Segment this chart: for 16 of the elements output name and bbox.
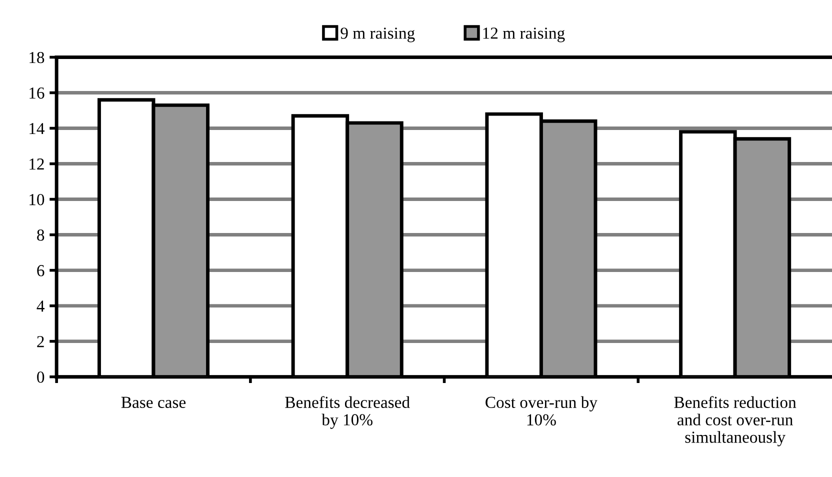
y-tick-label: 18 — [30, 52, 44, 64]
y-tick-label: 14 — [30, 123, 45, 134]
y-tick-label: 10 — [30, 194, 44, 206]
y-tick-label: 4 — [36, 300, 45, 312]
y-tick-label: 2 — [37, 336, 44, 348]
y-tick-label: 8 — [37, 229, 44, 241]
x-tick-label: Benefits decreased by 10% — [285, 396, 410, 429]
y-tick-label: 12 — [30, 158, 44, 170]
y-tick-label: 6 — [37, 265, 44, 276]
x-tick-label: Base case — [121, 396, 186, 408]
y-tick-label: 0 — [37, 372, 44, 383]
legend-label: 9 m raising — [340, 28, 415, 42]
x-tick-label: Cost over-run by 10% — [486, 396, 598, 426]
y-tick-label: 16 — [30, 87, 44, 99]
legend-label: 12 m raising — [483, 28, 565, 42]
x-tick-label: Benefits reduction and cost over-run simultaneously — [674, 396, 796, 446]
